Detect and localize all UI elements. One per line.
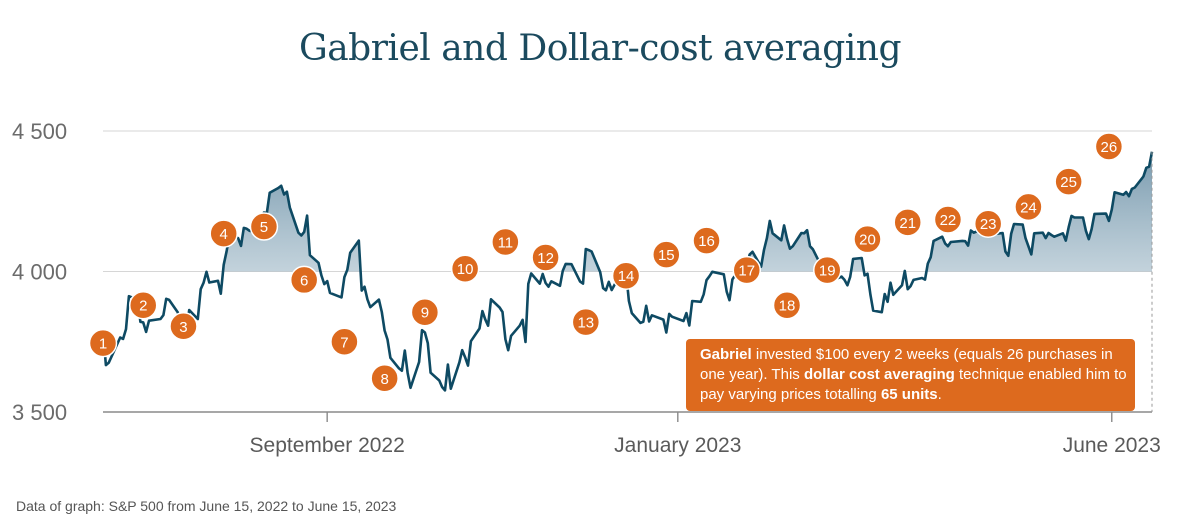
source-note: Data of graph: S&P 500 from June 15, 202… xyxy=(16,498,397,514)
marker-label: 15 xyxy=(658,247,675,264)
purchase-marker: 5 xyxy=(249,212,279,241)
marker-label: 11 xyxy=(498,234,514,251)
marker-circle xyxy=(893,208,922,237)
purchase-marker: 6 xyxy=(289,265,319,295)
x-tick-label: June 2023 xyxy=(1063,434,1161,457)
marker-circle xyxy=(370,364,399,393)
marker-circle xyxy=(450,254,480,283)
callout-text-2: technique enabled him to pay varying pri… xyxy=(700,366,1127,403)
marker-label: 21 xyxy=(899,215,916,232)
marker-circle xyxy=(169,312,198,341)
callout-text-1: invested $100 every 2 weeks (equals 26 p… xyxy=(700,346,1113,383)
purchase-marker: 3 xyxy=(169,312,198,341)
marker-circle xyxy=(1094,132,1124,161)
marker-label: 7 xyxy=(340,334,348,351)
marker-label: 9 xyxy=(421,305,429,322)
marker-label: 14 xyxy=(618,268,635,285)
callout-text-3: . xyxy=(937,386,942,403)
marker-circle xyxy=(1054,167,1083,196)
area-fill xyxy=(103,151,1152,272)
y-tick-label: 4 500 xyxy=(12,119,67,144)
purchase-marker: 14 xyxy=(611,261,641,290)
marker-label: 3 xyxy=(179,319,187,336)
purchase-marker: 15 xyxy=(652,240,681,269)
purchase-marker: 20 xyxy=(853,224,882,254)
marker-circle xyxy=(772,290,802,320)
purchase-marker: 21 xyxy=(893,208,922,237)
purchase-marker: 26 xyxy=(1094,132,1124,161)
callout-units: 65 units xyxy=(880,386,938,403)
callout-name: Gabriel xyxy=(700,346,752,363)
purchase-marker: 13 xyxy=(571,307,601,337)
purchase-marker: 18 xyxy=(772,290,802,320)
marker-circle xyxy=(491,227,520,257)
purchase-marker: 11 xyxy=(491,227,520,257)
purchase-marker: 4 xyxy=(209,219,238,248)
marker-label: 13 xyxy=(577,315,594,332)
purchase-marker: 7 xyxy=(330,327,359,356)
marker-label: 10 xyxy=(457,261,474,278)
marker-circle xyxy=(732,255,762,285)
marker-label: 18 xyxy=(779,298,796,315)
marker-circle xyxy=(853,224,882,254)
callout-box: Gabriel invested $100 every 2 weeks (equ… xyxy=(686,339,1135,411)
purchase-marker: 19 xyxy=(812,255,842,285)
marker-circle xyxy=(128,290,158,320)
marker-label: 6 xyxy=(300,272,308,289)
marker-circle xyxy=(209,219,238,248)
marker-label: 16 xyxy=(698,233,715,250)
purchase-marker: 2 xyxy=(128,290,158,320)
marker-circle xyxy=(611,261,641,290)
purchase-marker: 12 xyxy=(531,243,560,272)
marker-circle xyxy=(933,205,963,234)
purchase-marker: 8 xyxy=(370,364,399,393)
marker-label: 8 xyxy=(380,371,388,388)
marker-label: 2 xyxy=(139,298,147,315)
marker-circle xyxy=(1014,192,1043,222)
marker-label: 25 xyxy=(1060,174,1077,191)
marker-circle xyxy=(88,328,118,358)
marker-label: 5 xyxy=(260,219,268,236)
purchase-marker: 1 xyxy=(88,328,118,358)
marker-label: 12 xyxy=(537,250,554,267)
x-tick-label: January 2023 xyxy=(614,434,741,457)
marker-circle xyxy=(652,240,681,269)
marker-circle xyxy=(692,226,721,255)
marker-circle xyxy=(289,265,319,295)
purchase-marker: 25 xyxy=(1054,167,1083,196)
marker-label: 20 xyxy=(859,232,876,249)
callout-highlight: dollar cost averaging xyxy=(803,366,955,383)
purchase-marker: 22 xyxy=(933,205,963,234)
chart-title: Gabriel and Dollar-cost averaging xyxy=(298,28,902,69)
marker-circle xyxy=(531,243,560,272)
marker-label: 17 xyxy=(738,263,755,280)
marker-label: 4 xyxy=(220,226,228,243)
marker-label: 26 xyxy=(1101,139,1118,156)
marker-circle xyxy=(410,297,440,327)
marker-label: 24 xyxy=(1020,199,1037,216)
purchase-marker: 16 xyxy=(692,226,721,255)
purchase-marker: 23 xyxy=(973,209,1003,238)
marker-label: 22 xyxy=(940,212,957,229)
marker-label: 23 xyxy=(980,216,997,233)
marker-circle xyxy=(812,255,842,285)
marker-circle xyxy=(973,209,1003,238)
marker-circle xyxy=(249,212,279,241)
purchase-marker: 10 xyxy=(450,254,480,283)
purchase-marker: 17 xyxy=(732,255,762,285)
y-tick-label: 4 000 xyxy=(12,260,67,285)
marker-label: 1 xyxy=(99,336,107,353)
purchase-marker: 24 xyxy=(1014,192,1043,222)
marker-circle xyxy=(571,307,601,337)
marker-circle xyxy=(330,327,359,356)
purchase-marker: 9 xyxy=(410,297,440,327)
y-tick-label: 3 500 xyxy=(12,400,67,425)
marker-label: 19 xyxy=(819,263,836,280)
x-tick-label: September 2022 xyxy=(250,434,405,457)
